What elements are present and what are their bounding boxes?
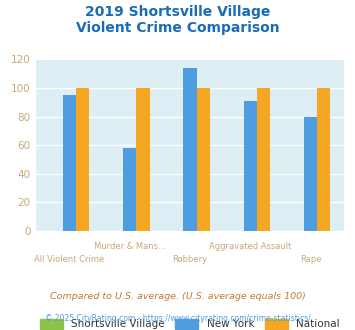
- Bar: [257, 88, 270, 231]
- Text: Compared to U.S. average. (U.S. average equals 100): Compared to U.S. average. (U.S. average …: [50, 292, 305, 301]
- Bar: [136, 88, 149, 231]
- Text: Robbery: Robbery: [173, 255, 207, 264]
- Text: 2019 Shortsville Village: 2019 Shortsville Village: [85, 5, 270, 19]
- Text: All Violent Crime: All Violent Crime: [34, 255, 104, 264]
- Text: Rape: Rape: [300, 255, 321, 264]
- Bar: [63, 95, 76, 231]
- Bar: [317, 88, 330, 231]
- Bar: [244, 101, 257, 231]
- Legend: Shortsville Village, New York, National: Shortsville Village, New York, National: [40, 318, 340, 329]
- Text: Aggravated Assault: Aggravated Assault: [209, 243, 291, 251]
- Text: © 2025 CityRating.com - https://www.cityrating.com/crime-statistics/: © 2025 CityRating.com - https://www.city…: [45, 314, 310, 323]
- Bar: [76, 88, 89, 231]
- Bar: [304, 116, 317, 231]
- Text: Murder & Mans...: Murder & Mans...: [94, 243, 166, 251]
- Text: Violent Crime Comparison: Violent Crime Comparison: [76, 21, 279, 35]
- Bar: [197, 88, 210, 231]
- Bar: [183, 68, 197, 231]
- Bar: [123, 148, 136, 231]
